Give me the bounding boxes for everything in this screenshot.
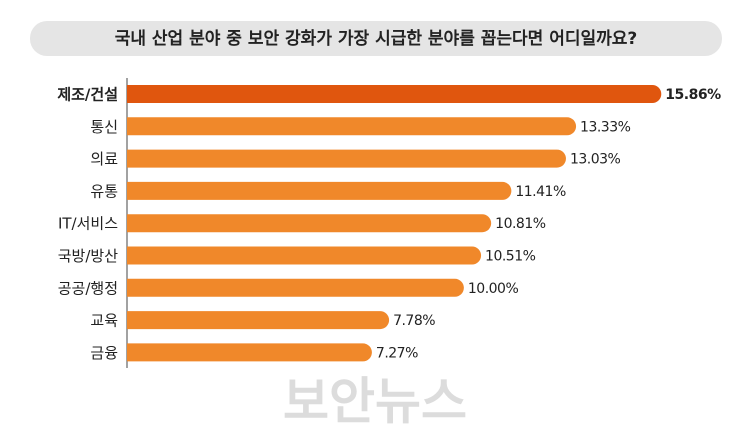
value-label: 10.51% [485, 249, 536, 265]
chart-title: 국내 산업 분야 중 보안 강화가 가장 시급한 분야를 꼽는다면 어디일까요? [115, 29, 638, 49]
bar [127, 149, 566, 168]
value-label: 10.81% [495, 216, 546, 232]
category-label: 제조/건설 [57, 86, 118, 104]
category-label: 통신 [90, 118, 118, 136]
bar [127, 311, 390, 330]
bar [127, 343, 372, 362]
category-label: 금융 [90, 344, 118, 362]
category-label: 교육 [90, 312, 118, 330]
value-label: 13.03% [570, 152, 621, 168]
category-label: 공공/행정 [58, 279, 118, 297]
watermark: 보안뉴스 [283, 373, 467, 431]
bar [127, 214, 492, 233]
category-label: 국방/방산 [58, 247, 118, 265]
bar [127, 246, 482, 265]
value-label: 7.78% [393, 313, 435, 329]
value-label: 13.33% [580, 119, 631, 135]
value-label: 15.86% [665, 87, 721, 103]
title-pill [30, 21, 722, 56]
value-label: 11.41% [515, 184, 566, 200]
bar [127, 181, 512, 200]
category-label: 의료 [90, 150, 118, 168]
bar [127, 85, 662, 103]
category-label: IT/서비스 [58, 215, 118, 233]
value-label: 7.27% [376, 345, 418, 361]
category-label: 유통 [90, 182, 118, 200]
bar [127, 278, 464, 297]
bar [127, 117, 577, 136]
value-label: 10.00% [468, 281, 519, 297]
